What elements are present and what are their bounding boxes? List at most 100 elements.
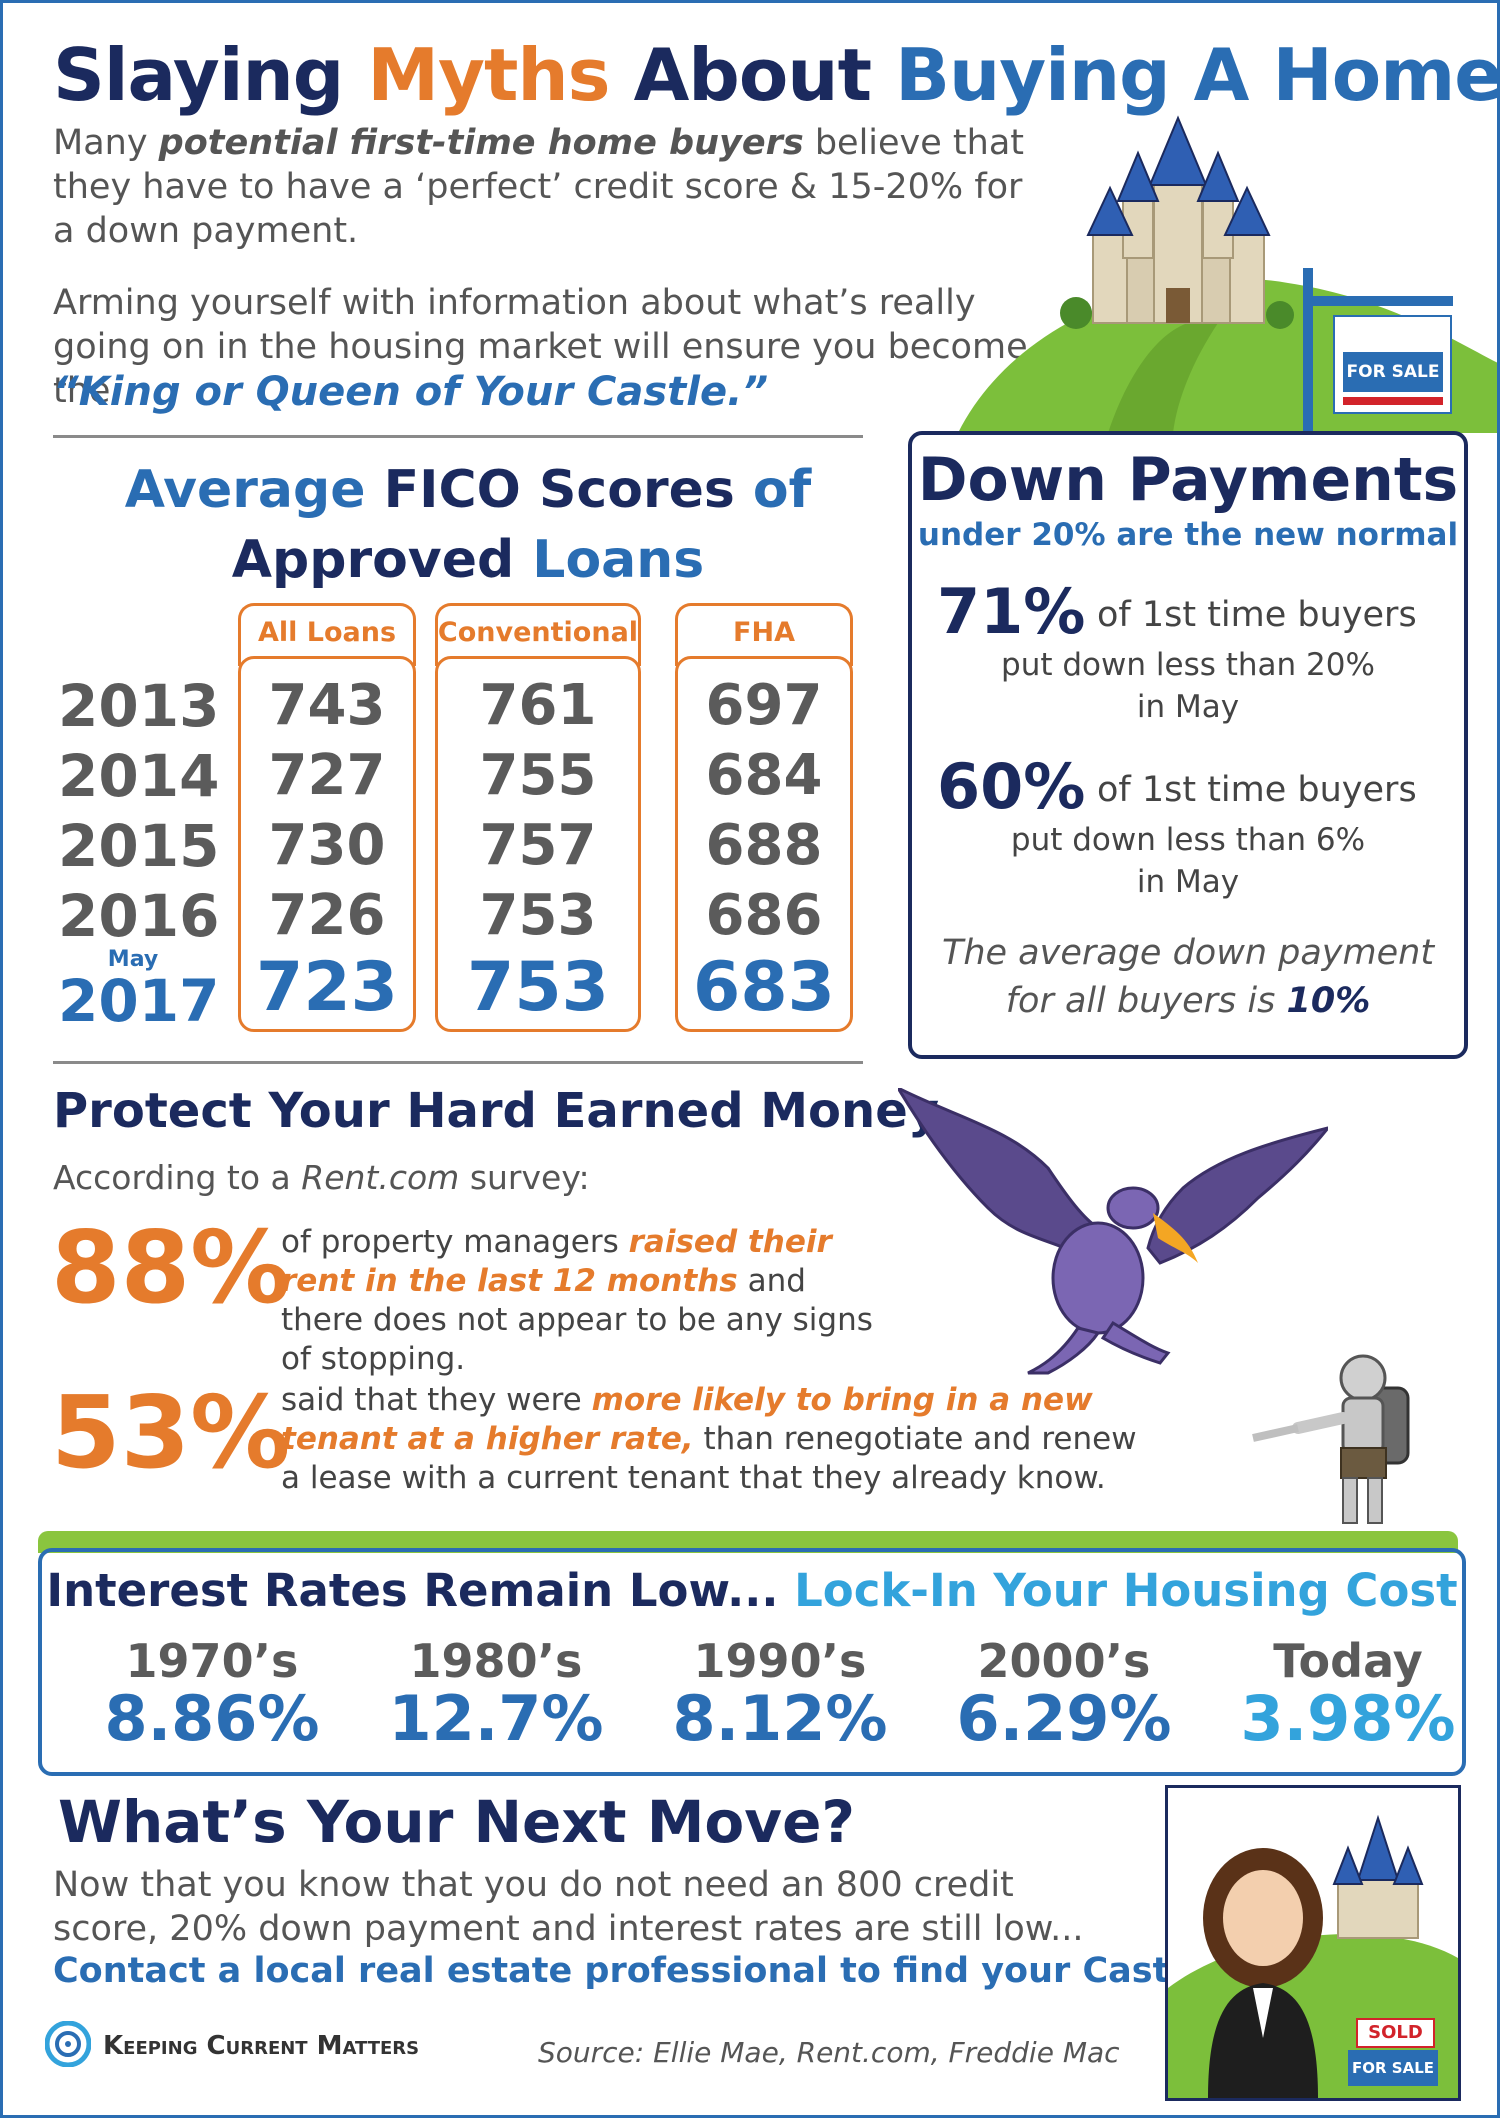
stat-88-highlight: raised their rent in the last 12 months (281, 1224, 832, 1299)
title-part-4: Buying A Home (895, 33, 1500, 117)
sold-sign: SOLD (1356, 2018, 1435, 2048)
protect-source: According to a Rent.com survey: (53, 1158, 590, 1197)
conventional-2015: 757 (479, 813, 597, 878)
all-loans-2013: 743 (268, 673, 386, 738)
grass-strip (38, 1531, 1458, 1553)
intro-p1-highlight: potential first-time home buyers (158, 123, 804, 163)
rate-1990s: 8.12% (672, 1682, 888, 1755)
sign-arm (1303, 296, 1453, 306)
col-box-fha (675, 656, 853, 1032)
dragon-illustration (898, 1088, 1328, 1375)
stat-53-text: said that they were more likely to bring… (281, 1381, 1151, 1498)
agent-sign-for: FOR (1351, 2059, 1387, 2077)
down-payments-title: Down Payments (917, 445, 1459, 515)
down-payments-box: Down Payments under 20% are the new norm… (908, 431, 1468, 1059)
intro-p2: Arming yourself with information about w… (53, 283, 1028, 411)
kcm-logo-text: Keeping Current Matters (103, 2031, 420, 2061)
intro-p1-c: believe that they have to have a ‘perfec… (53, 123, 1024, 251)
rate-today: 3.98% (1240, 1682, 1456, 1755)
intro-paragraph-2: Arming yourself with information about w… (53, 281, 1083, 413)
conventional-2013: 761 (479, 673, 597, 738)
stat-53-highlight: more likely to bring in a new tenant at … (281, 1382, 1093, 1457)
fha-2017: 683 (693, 948, 835, 1027)
decade-1990s: 1990’s (693, 1634, 867, 1688)
decade-1980s: 1980’s (409, 1634, 583, 1688)
col-header-conventional: Conventional (437, 617, 639, 648)
year-2013: 2013 (58, 672, 220, 740)
stat-88-a: of property managers (281, 1224, 629, 1260)
rate-1970s: 8.86% (104, 1682, 320, 1755)
fha-2016: 686 (705, 883, 823, 948)
col-tab-conventional (435, 603, 641, 666)
stat-88-pct: 88% (51, 1209, 291, 1326)
col-box-all-loans (238, 656, 416, 1032)
col-tab-all-loans (238, 603, 416, 666)
dp-stat1-pct: 71% (937, 575, 1086, 648)
title-part-1: Slaying (53, 33, 368, 117)
stat-53-pct: 53% (51, 1374, 291, 1491)
knight-illustration (1252, 1354, 1410, 1524)
year-2017: 2017 (58, 967, 220, 1035)
conventional-2014: 755 (479, 743, 597, 808)
fico-title-a: Average (124, 460, 384, 520)
intro-p1-a: Many (53, 123, 159, 163)
col-header-all-loans: All Loans (257, 617, 397, 648)
kcm-logo-icon (45, 2021, 91, 2067)
dp-stat1-line-b: put down less than 20% (1001, 647, 1375, 683)
col-header-fha: FHA (733, 617, 795, 648)
all-loans-2017: 723 (256, 948, 398, 1027)
all-loans-2015: 730 (268, 813, 386, 878)
divider-1 (53, 435, 863, 438)
protect-source-c: survey: (459, 1158, 590, 1197)
year-may-label: May (107, 947, 159, 972)
dp-stat2-line-c: in May (1136, 864, 1240, 900)
interest-rates-box: Interest Rates Remain Low... Lock-In You… (38, 1548, 1466, 1776)
dp-stat2-line-a: of 1st time buyers (1097, 770, 1417, 810)
sign-for-text: FOR (1346, 362, 1386, 382)
next-move-cta[interactable]: Contact a local real estate professional… (53, 1951, 1222, 1991)
all-loans-2016: 726 (268, 883, 386, 948)
year-2015: 2015 (58, 812, 220, 880)
dp-avg-line-a: The average down payment (941, 933, 1435, 973)
rates-title-b: Lock-In Your Housing Cost (794, 1564, 1458, 1617)
dp-avg-line-b: for all buyers is 10% (912, 981, 1464, 1021)
fico-title: Average FICO Scores of Approved Loans (58, 455, 878, 595)
stat-53-c: than renegotiate and renew a lease with … (281, 1421, 1137, 1496)
protect-title: Protect Your Hard Earned Money (53, 1083, 940, 1139)
agent-sign-sale: SALE (1391, 2059, 1434, 2077)
intro-paragraph-1: Many potential first-time home buyers be… (53, 121, 1053, 253)
stat-53-a: said that they were (281, 1382, 592, 1418)
fha-2014: 684 (705, 743, 823, 808)
decade-2000s: 2000’s (977, 1634, 1151, 1688)
fha-2015: 688 (705, 813, 823, 878)
fico-title-c: of (734, 460, 812, 520)
col-box-conventional (435, 656, 641, 1032)
fico-title-d: Approved (231, 530, 515, 590)
rates-title-a: Interest Rates Remain Low... (46, 1564, 795, 1617)
down-payments-subtitle: under 20% are the new normal (917, 517, 1459, 553)
fico-title-b: FICO Scores (383, 460, 735, 520)
for-sale-label: FOR SALE (1343, 352, 1443, 392)
year-2014: 2014 (58, 742, 220, 810)
intro-quote: “King or Queen of Your Castle.” (53, 369, 769, 415)
agent-for-sale-sign: FOR SALE (1348, 2050, 1438, 2086)
footer-source: Source: Ellie Mae, Rent.com, Freddie Mac (538, 2036, 1120, 2069)
sign-post (1303, 268, 1313, 433)
col-tab-fha (675, 603, 853, 666)
divider-2 (53, 1061, 863, 1064)
page-title: Slaying Myths About Buying A Home (53, 33, 1500, 117)
sign-sale-text: SALE (1391, 362, 1440, 382)
all-loans-2014: 727 (268, 743, 386, 808)
year-2016: 2016 (58, 882, 220, 950)
sign-red-stripe (1343, 397, 1443, 405)
rate-2000s: 6.29% (956, 1682, 1172, 1755)
dp-stat2-line-b: put down less than 6% (1010, 822, 1366, 858)
decade-1970s: 1970’s (125, 1634, 299, 1688)
title-part-2: Myths (367, 33, 610, 117)
conventional-2016: 753 (479, 883, 597, 948)
rates-title: Interest Rates Remain Low... Lock-In You… (42, 1564, 1462, 1617)
dp-stat1-line-a: of 1st time buyers (1097, 595, 1417, 635)
protect-source-a: According to a (53, 1158, 302, 1197)
rate-1980s: 12.7% (388, 1682, 604, 1755)
